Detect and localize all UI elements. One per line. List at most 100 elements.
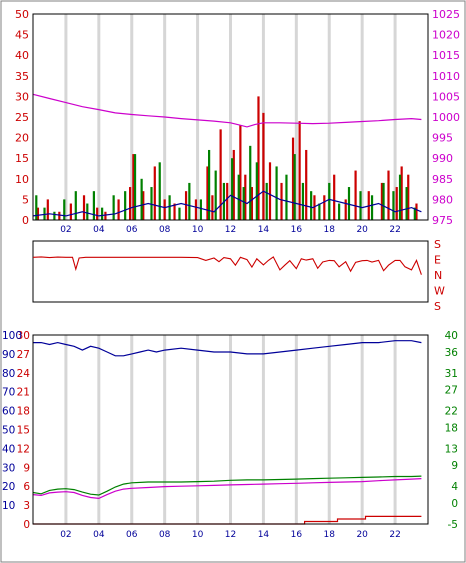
- gust-bar: [415, 203, 418, 220]
- average-bar: [188, 182, 191, 220]
- gust-bar: [226, 182, 229, 220]
- temperature-tick-labels: -5 0 4 9 13 18 22 27 31 36 40: [445, 330, 459, 531]
- barometer-tick-label: 1005: [432, 90, 460, 103]
- windspeed-tick-label: 50: [15, 8, 29, 21]
- barometer-tick-labels: 975 980 985 990 995 1000 1005 1010 1015 1020 1025: [432, 8, 460, 227]
- temperature-tick-label: 22: [445, 406, 458, 418]
- barometer-tick-label: 1000: [432, 111, 460, 124]
- temperature-tick-label: 36: [445, 347, 459, 359]
- average-bar: [265, 182, 268, 220]
- hour-tick-label: 16: [291, 225, 303, 235]
- average-bar: [43, 207, 46, 220]
- rainfall-tick-labels: 0 3 6 9 12 15 18 21 24 27 30: [17, 330, 31, 531]
- windspeed-tick-label: 40: [15, 49, 29, 62]
- humidity-tick-label: 30: [2, 462, 15, 474]
- windspeed-tick-label: 15: [15, 152, 29, 165]
- rainfall-tick-label: 24: [17, 368, 31, 380]
- plot-frame: [32, 13, 429, 221]
- average-bar: [413, 207, 416, 220]
- wind-bars: [35, 96, 418, 220]
- wind-direction-line: [32, 256, 422, 275]
- average-bar: [347, 187, 351, 220]
- hour-tick-labels: 02 04 06 08 10 12 14 16 18 20 22: [60, 530, 401, 540]
- gust-bar: [354, 170, 357, 220]
- gust-bar: [298, 121, 301, 220]
- humidity-tick-label: 20: [2, 481, 15, 493]
- humidity-tick-label: 100: [2, 330, 22, 342]
- gust-bar: [96, 207, 99, 220]
- windspeed-tick-label: 5: [22, 193, 29, 206]
- average-bar: [231, 158, 234, 220]
- temperature-tick-label: 40: [445, 330, 458, 342]
- gust-bar: [280, 182, 283, 220]
- hour-tick-label: 14: [258, 530, 270, 540]
- average-bar: [359, 191, 362, 220]
- rainfall-tick-label: 27: [17, 349, 30, 361]
- plot-frame: [32, 334, 429, 525]
- hour-tick-label: 06: [126, 225, 138, 235]
- gust-bar: [117, 199, 120, 220]
- average-bar: [199, 199, 202, 220]
- average-bar: [237, 174, 240, 220]
- hour-tick-label: 06: [126, 530, 138, 540]
- gust-bar: [46, 199, 49, 220]
- gust-bar: [104, 211, 107, 220]
- temperature-tick-label: 13: [445, 443, 458, 455]
- humidity-tick-label: 70: [2, 387, 15, 399]
- gust-bar: [82, 195, 86, 220]
- average-bar: [285, 174, 288, 220]
- gust-bar: [211, 195, 214, 220]
- temperature-tick-label: -5: [448, 519, 458, 531]
- windspeed-tick-label: 0: [22, 214, 29, 227]
- hour-tick-label: 22: [389, 530, 400, 540]
- windspeed-tick-label: 30: [15, 90, 29, 103]
- humidity-tick-label: 60: [2, 406, 15, 418]
- humidity-tick-label: 40: [2, 443, 15, 455]
- average-bar: [86, 203, 89, 220]
- average-bar: [74, 191, 77, 220]
- direction-label: S: [434, 300, 441, 313]
- hour-tick-label: 02: [60, 530, 71, 540]
- gust-bar: [194, 199, 198, 220]
- average-bar: [214, 170, 217, 220]
- gust-bar: [291, 137, 295, 220]
- gust-bar: [387, 170, 390, 220]
- average-bar: [249, 145, 252, 220]
- average-bar: [92, 191, 95, 220]
- gust-bar: [380, 182, 384, 220]
- average-bar: [318, 203, 321, 220]
- gust-bar: [323, 195, 326, 220]
- average-bar: [35, 195, 38, 220]
- humidity-tick-label: 50: [2, 425, 15, 437]
- average-bar: [101, 207, 104, 220]
- gust-bar: [239, 125, 242, 220]
- gust-bar: [257, 96, 260, 220]
- humidity-line: [33, 340, 422, 357]
- average-bar: [242, 187, 245, 220]
- average-bar: [275, 166, 278, 220]
- hour-tick-label: 20: [356, 225, 368, 235]
- direction-label: E: [434, 254, 441, 267]
- rainfall-tick-label: 9: [23, 462, 30, 474]
- average-bar: [150, 187, 153, 220]
- temperature-tick-label: 0: [451, 498, 458, 510]
- hour-tick-label: 14: [258, 225, 270, 235]
- barometer-tick-label: 1025: [432, 8, 460, 21]
- gust-bar: [163, 199, 166, 220]
- barometer-line: [32, 93, 422, 128]
- humidity-tick-label: 10: [2, 500, 15, 512]
- gust-bar: [344, 199, 347, 220]
- dewpoint-line: [32, 478, 422, 500]
- windspeed-tick-labels: 0 5 10 15 20 25 30 35 40 45 50: [15, 8, 29, 227]
- direction-label: N: [434, 269, 442, 282]
- barometer-tick-label: 975: [432, 214, 453, 227]
- temperature-tick-label: 27: [445, 385, 458, 397]
- windspeed-tick-label: 45: [15, 29, 29, 42]
- gust-bar: [305, 149, 308, 220]
- barometer-tick-label: 990: [432, 152, 453, 165]
- average-bar: [301, 182, 305, 220]
- average-bar: [112, 195, 115, 220]
- average-bar: [168, 195, 171, 220]
- rainfall-tick-label: 12: [17, 443, 30, 455]
